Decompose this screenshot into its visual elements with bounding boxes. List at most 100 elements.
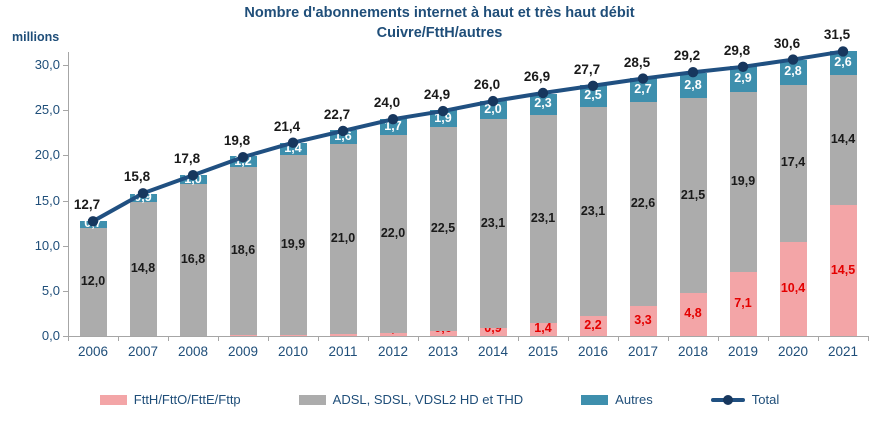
bar-segment-adsl-2016	[579, 107, 607, 317]
bar-segment-adsl-2019	[729, 92, 757, 272]
bar-segment-ftth-2017	[629, 306, 657, 336]
x-axis-tick	[868, 336, 869, 341]
total-label-2020: 30,6	[773, 35, 801, 51]
bar-segment-ftth-2013	[429, 330, 457, 336]
value-label-ftth-2018: 4,8	[684, 306, 702, 321]
value-label-adsl-2011: 21,0	[330, 231, 356, 246]
total-label-2007: 15,8	[123, 169, 151, 185]
legend-label-total: Total	[751, 392, 780, 407]
total-label-2010: 21,4	[273, 118, 301, 134]
bar-segment-ftth-2019	[729, 271, 757, 336]
y-axis-tick-label: 5,0	[41, 282, 60, 298]
x-axis-label-2017: 2017	[627, 344, 659, 359]
value-label-ftth-2016: 2,2	[584, 318, 602, 333]
total-label-2009: 19,8	[223, 133, 251, 149]
bar-segment-adsl-2012	[379, 134, 407, 334]
x-axis-tick	[268, 336, 269, 341]
total-label-2011: 22,7	[323, 106, 351, 122]
x-axis-tick	[118, 336, 119, 341]
total-label-2015: 26,9	[523, 69, 551, 84]
total-marker-2016	[587, 80, 599, 91]
chart-title-line2: Cuivre/FttH/autres	[376, 25, 503, 41]
bar-segment-adsl-2010	[279, 155, 307, 336]
total-marker-2009	[237, 151, 249, 163]
value-label-ftth-2020: 10,4	[780, 281, 806, 296]
y-axis-tick-label: 15,0	[34, 192, 60, 208]
y-axis-tick-label: 10,0	[34, 237, 60, 253]
legend-item-ftth: FttH/FttO/FttE/Fttp	[99, 392, 241, 407]
bar-segment-autres-2016	[579, 84, 607, 108]
legend-label-ftth: FttH/FttO/FttE/Fttp	[133, 392, 241, 407]
y-axis-tick	[63, 65, 68, 66]
legend-label-adsl: ADSL, SDSL, VDSL2 HD et THD	[332, 392, 524, 407]
value-label-adsl-2020: 17,4	[780, 155, 806, 170]
value-label-autres-2014: 2,0	[484, 102, 502, 117]
y-axis-tick-label: 30,0	[34, 57, 60, 72]
legend-item-adsl: ADSL, SDSL, VDSL2 HD et THD	[298, 392, 524, 407]
x-axis-label-2018: 2018	[677, 344, 709, 359]
bar-segment-ftth-2011	[329, 334, 357, 336]
x-axis-label-2012: 2012	[377, 344, 409, 359]
total-marker-2006	[87, 216, 99, 227]
total-label-2019: 29,8	[723, 42, 751, 58]
value-label-ftth-2015: 1,4	[534, 321, 552, 335]
value-label-autres-2019: 2,9	[734, 71, 752, 85]
bar-segment-ftth-2012	[379, 333, 407, 336]
total-marker-2010	[287, 137, 299, 148]
legend-total-line-icon	[710, 394, 745, 405]
value-label-autres-2016: 2,5	[584, 88, 602, 103]
total-marker-2019	[737, 61, 749, 73]
bar-segment-ftth-2020	[779, 242, 807, 336]
y-axis-tick-label: 0,0	[41, 328, 60, 343]
y-axis-line	[68, 52, 69, 336]
bar-segment-ftth-2016	[579, 316, 607, 336]
y-axis-tick	[63, 155, 68, 157]
bar-segment-adsl-2007	[129, 202, 157, 336]
total-marker-2018	[687, 67, 699, 78]
y-axis-tick	[63, 290, 68, 292]
total-label-2014: 26,0	[473, 77, 501, 93]
legend-item-autres: Autres	[581, 392, 653, 407]
x-axis-label-2013: 2013	[427, 344, 459, 359]
x-axis-tick	[68, 336, 69, 341]
total-marker-2012	[387, 114, 399, 125]
x-axis-tick	[568, 336, 569, 341]
total-label-2018: 29,2	[673, 48, 701, 64]
x-axis-label-2011: 2011	[328, 344, 358, 359]
y-axis-unit-label: millions	[12, 30, 60, 44]
x-axis-label-2014: 2014	[477, 344, 509, 359]
chart-legend: FttH/FttO/FttE/Fttp ADSL, SDSL, VDSL2 HD…	[0, 392, 879, 407]
value-label-autres-2013: 1,9	[434, 110, 452, 125]
x-axis-label-2019: 2019	[727, 344, 759, 359]
value-label-adsl-2014: 23,1	[480, 215, 506, 230]
bar-segment-ftth-2014	[479, 327, 507, 336]
bar-segment-adsl-2014	[479, 119, 507, 328]
total-label-2021: 31,5	[823, 27, 851, 43]
x-axis-label-2009: 2009	[227, 344, 259, 359]
legend-swatch-adsl	[298, 394, 326, 405]
value-label-adsl-2017: 22,6	[630, 196, 656, 211]
total-line	[92, 49, 844, 224]
total-marker-2021	[837, 46, 849, 57]
bar-segment-adsl-2021	[829, 74, 857, 205]
bar-segment-ftth-2021	[829, 205, 857, 336]
total-marker-2017	[637, 73, 649, 84]
bar-segment-ftth-2009	[229, 335, 257, 336]
y-axis-tick	[63, 336, 68, 337]
x-axis-tick	[318, 336, 319, 341]
total-marker-2011	[337, 125, 349, 137]
x-axis-tick	[218, 336, 219, 341]
x-axis-tick	[818, 336, 819, 341]
y-axis-tick-label: 25,0	[34, 102, 60, 118]
total-marker-2015	[537, 87, 549, 99]
legend-swatch-ftth	[99, 394, 127, 405]
bar-segment-ftth-2018	[679, 292, 707, 336]
total-marker-2008	[187, 170, 199, 181]
x-axis-label-2010: 2010	[277, 344, 309, 359]
y-axis-tick-label: 20,0	[34, 147, 60, 163]
value-label-adsl-2007: 14,8	[130, 261, 156, 276]
x-axis-tick	[718, 336, 719, 341]
value-label-adsl-2008: 16,8	[180, 252, 206, 267]
x-axis-label-2007: 2007	[127, 344, 159, 359]
